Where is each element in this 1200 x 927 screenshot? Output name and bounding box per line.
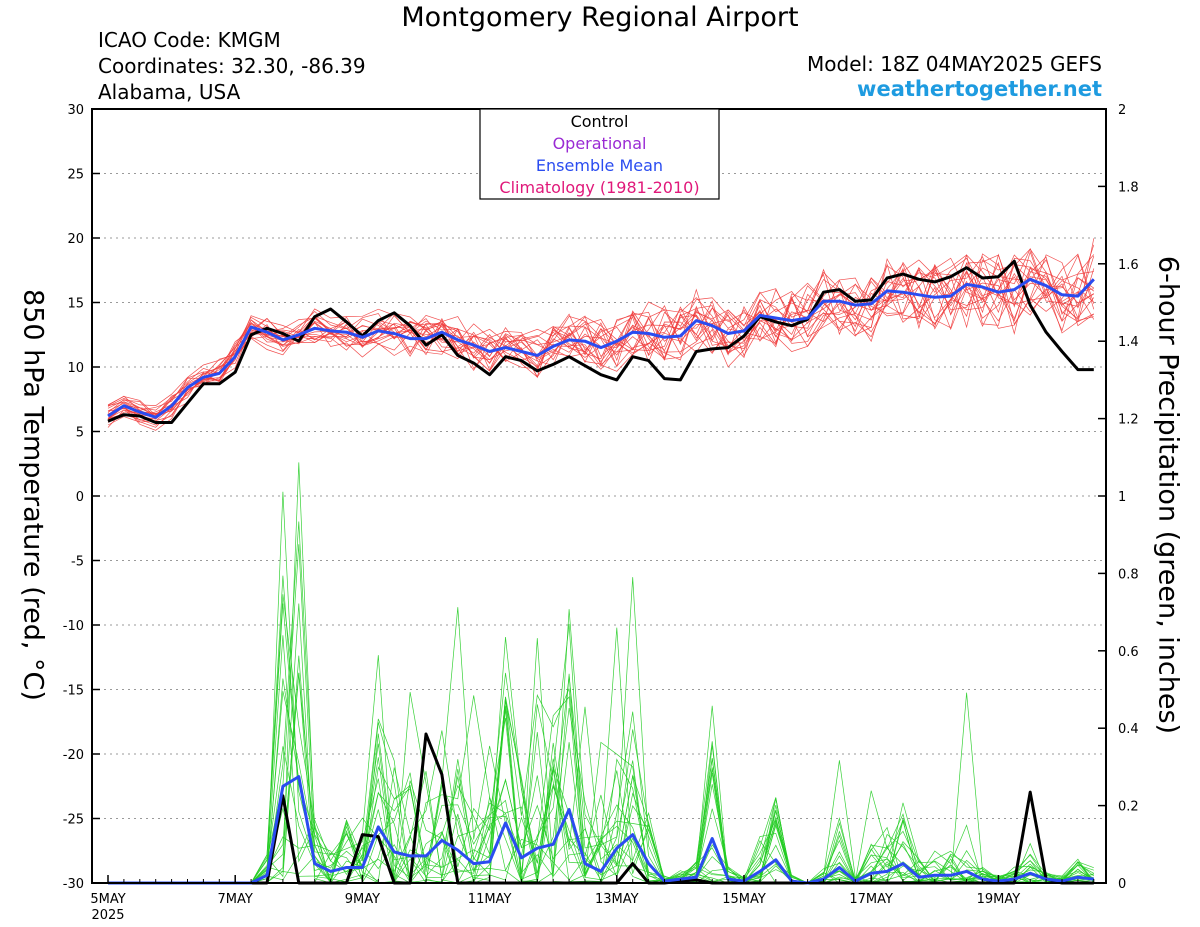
tick-label-left: -30 — [63, 877, 84, 892]
tick-label-left: 10 — [67, 361, 84, 376]
tick-label-right: 1.6 — [1118, 258, 1139, 273]
ensemble-member-precipitation — [108, 655, 1095, 884]
tick-label-right: 1.8 — [1118, 180, 1139, 195]
tick-label-x: 15MAY — [722, 892, 766, 907]
tick-label-x: 11MAY — [468, 892, 512, 907]
series-line-ensemble-mean — [107, 277, 1095, 419]
icao-code: ICAO Code: KMGM — [98, 28, 281, 52]
tick-label-left: 20 — [67, 232, 84, 247]
ensemble-member-temperature — [107, 255, 1095, 419]
tick-label-x: 19MAY — [977, 892, 1021, 907]
tick-label-right: 0.8 — [1118, 567, 1139, 582]
ensemble-member-precipitation — [108, 678, 1095, 884]
ensemble-member-precipitation — [108, 672, 1094, 884]
brand-link[interactable]: weathertogether.net — [857, 77, 1102, 101]
legend-item: Ensemble Mean — [536, 156, 663, 175]
model-run: Model: 18Z 04MAY2025 GEFS — [807, 52, 1102, 76]
tick-label-right: 0 — [1118, 877, 1126, 892]
tick-label-left: -15 — [63, 684, 84, 699]
ensemble-member-precipitation — [108, 672, 1095, 884]
ensemble-member-temperature — [107, 244, 1095, 426]
coordinates: Coordinates: 32.30, -86.39 — [98, 54, 366, 78]
legend-item: Climatology (1981-2010) — [499, 178, 699, 197]
chart-title: Montgomery Regional Airport — [401, 2, 799, 33]
tick-label-left: 0 — [76, 490, 84, 505]
ensemble-member-precipitation — [108, 462, 1095, 884]
tick-sublabel-x: 2025 — [91, 908, 124, 923]
region: Alabama, USA — [98, 80, 241, 104]
ensemble-member-precipitation — [108, 521, 1094, 884]
tick-label-right: 1.4 — [1118, 335, 1139, 350]
ensemble-member-temperature — [107, 238, 1095, 416]
tick-label-left: 5 — [76, 426, 84, 441]
ensemble-member-temperature — [107, 271, 1095, 419]
tick-label-left: 25 — [67, 168, 84, 183]
series-line-control — [107, 259, 1094, 424]
ensemble-member-precipitation — [108, 491, 1094, 884]
tick-label-left: -25 — [63, 813, 84, 828]
tick-label-right: 1.2 — [1118, 413, 1139, 428]
tick-label-left: -10 — [63, 619, 84, 634]
tick-label-x: 13MAY — [595, 892, 639, 907]
tick-label-x: 9MAY — [345, 892, 380, 907]
ensemble-member-precipitation — [108, 627, 1095, 884]
ensemble-member-temperature — [107, 266, 1095, 420]
tick-label-right: 0.4 — [1118, 722, 1139, 737]
series-line-ensemble-mean-precipitation — [108, 775, 1094, 885]
tick-label-x: 17MAY — [849, 892, 893, 907]
ensemble-member-precipitation — [108, 544, 1094, 884]
ensemble-member-temperature — [107, 248, 1095, 407]
legend-item: Operational — [553, 134, 647, 153]
tick-label-right: 2 — [1118, 103, 1126, 118]
tick-label-left: 15 — [67, 297, 84, 312]
tick-label-right: 1 — [1118, 490, 1126, 505]
plot-frame — [91, 108, 1107, 884]
tick-label-left: -20 — [63, 748, 84, 763]
tick-label-right: 0.6 — [1118, 645, 1139, 660]
ensemble-member-precipitation — [108, 594, 1094, 884]
tick-label-left: 30 — [67, 103, 84, 118]
legend-frame — [479, 108, 720, 200]
tick-label-x: 5MAY — [90, 892, 125, 907]
tick-label-left: -5 — [71, 555, 84, 570]
tick-label-x: 7MAY — [218, 892, 253, 907]
tick-label-right: 0.2 — [1118, 800, 1139, 815]
ensemble-member-precipitation — [108, 695, 1094, 884]
legend-item: Control — [571, 112, 629, 131]
